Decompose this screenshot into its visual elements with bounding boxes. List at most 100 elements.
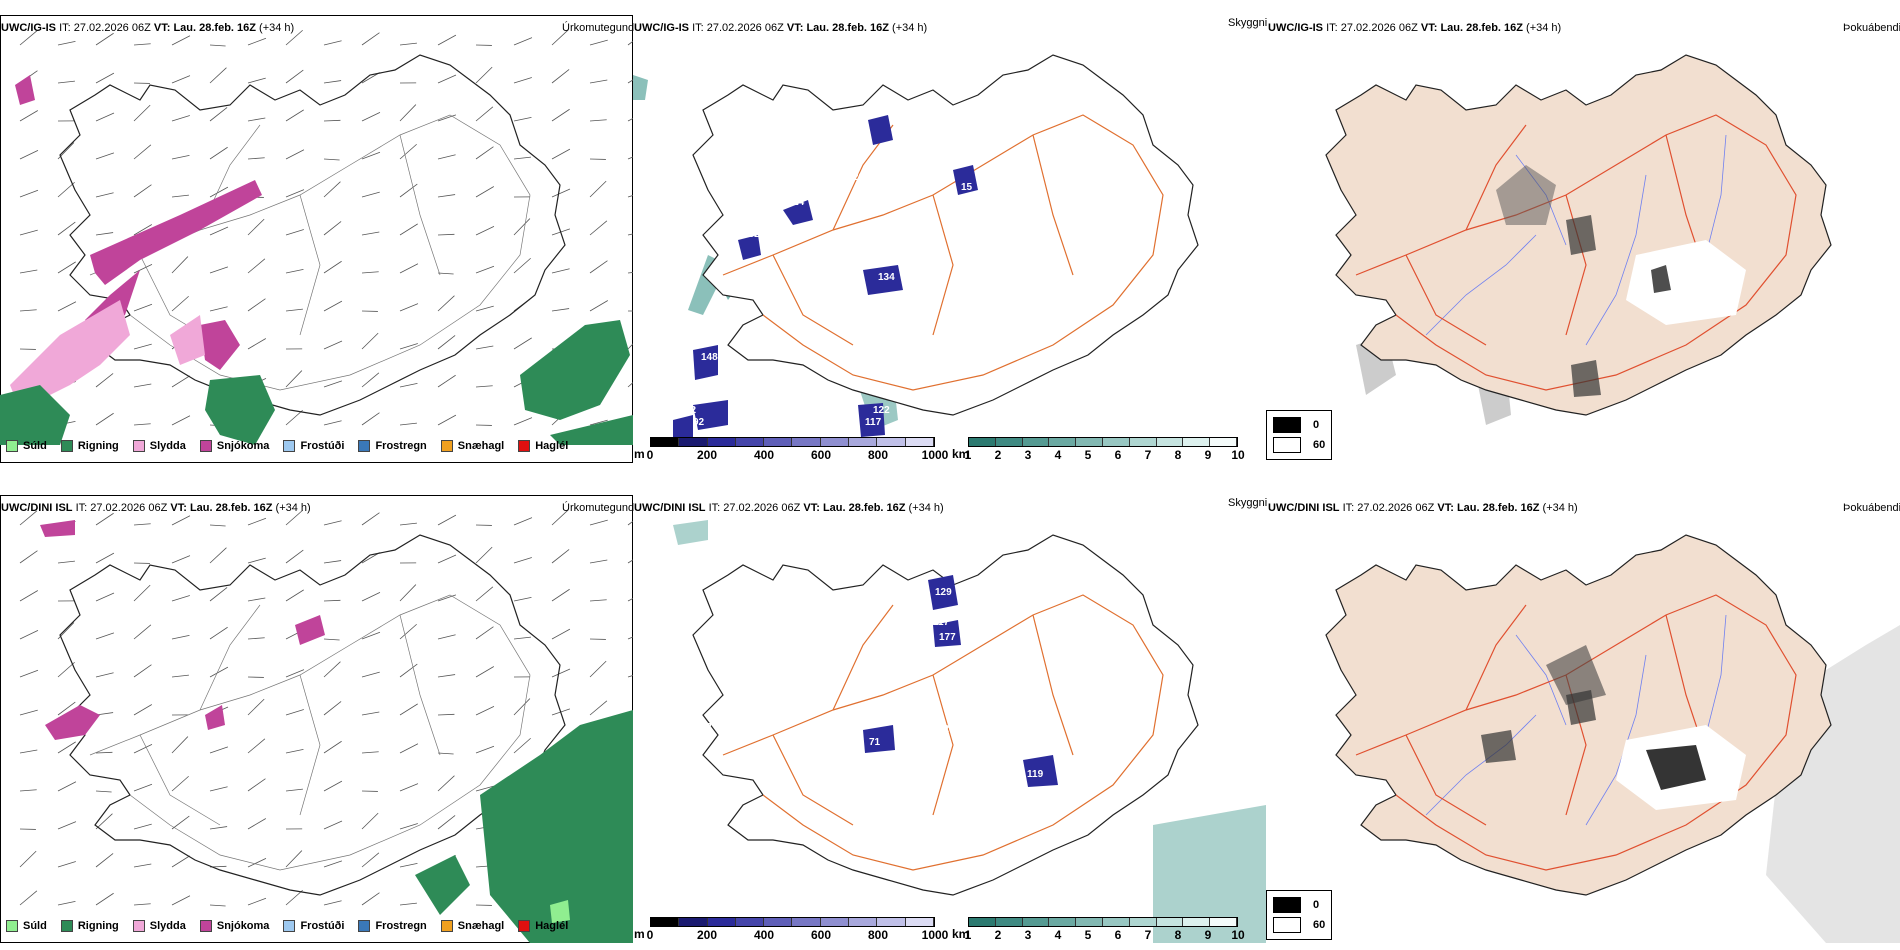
wind-barb	[513, 156, 531, 160]
fog-legend-bottom: 0 60	[1266, 890, 1333, 940]
ceiling-value-label: 20	[853, 172, 865, 183]
header-cloud-top: UWC/IG-IS IT: 27.02.2026 06Z VT: Lau. 28…	[634, 22, 927, 35]
wind-barb	[323, 740, 342, 754]
wind-barb	[285, 229, 304, 236]
wind-barb	[513, 737, 531, 754]
wind-barb	[323, 820, 343, 830]
it-value: 27.02.2026 06Z	[90, 502, 168, 514]
wind-barb	[551, 668, 571, 678]
wind-barb	[361, 852, 380, 868]
wind-barb	[57, 560, 75, 564]
wind-barb	[285, 149, 305, 160]
lead-time: (+34 h)	[259, 22, 295, 34]
colorbar-tick: 10	[1231, 448, 1245, 462]
wind-barb	[171, 674, 189, 678]
wind-barb	[475, 785, 494, 792]
it-value: 27.02.2026 06Z	[723, 502, 801, 514]
wind-barb	[247, 778, 266, 792]
wind-barb	[95, 790, 112, 793]
wind-barb	[57, 40, 76, 46]
colorbar-tick: 200	[696, 448, 718, 462]
wind-barb	[133, 343, 152, 350]
fog-title-bottom: Þokuábendi	[1843, 502, 1900, 514]
legend-label: Súld	[23, 920, 47, 932]
legend-item: Slydda	[132, 920, 186, 932]
ceiling-value-label: 232	[743, 229, 760, 240]
wind-barb	[437, 295, 455, 312]
wind-barb	[361, 191, 380, 198]
colorbar-segment	[820, 438, 850, 446]
snow-area	[295, 615, 325, 645]
wind-barb	[209, 266, 229, 274]
colorbar-strip	[650, 917, 935, 927]
precip-panel-bottom	[0, 495, 633, 943]
rain-area	[550, 415, 633, 445]
colorbar-segment	[1076, 918, 1103, 926]
colorbar-segment	[735, 918, 765, 926]
road-network	[89, 594, 531, 871]
colorbar-unit: m	[634, 447, 645, 461]
legend-swatch	[60, 440, 73, 452]
wind-barb	[323, 80, 342, 84]
wind-barb	[19, 850, 37, 868]
wind-barb	[285, 69, 304, 84]
precip-title-bottom: Úrkomutegund	[562, 502, 635, 514]
wind-barb	[589, 260, 608, 274]
colorbar-tick: 7	[1144, 448, 1152, 462]
colorbar-segment	[792, 438, 821, 446]
wind-barb	[513, 257, 531, 274]
wind-barb	[627, 79, 633, 84]
wind-barb	[247, 698, 265, 716]
fog-panel-bottom	[1266, 495, 1900, 943]
colorbar-tick: 4	[1054, 448, 1062, 462]
fog-legend-row: 60	[1273, 915, 1325, 935]
wind-barb	[437, 554, 457, 564]
rain-area	[205, 375, 275, 445]
wind-barb	[399, 623, 417, 640]
rain-area	[0, 385, 70, 445]
colorbar-segment	[764, 438, 793, 446]
wind-barb	[627, 40, 633, 46]
wind-barb	[209, 904, 226, 907]
wind-barb	[323, 300, 343, 312]
it-value: 27.02.2026 06Z	[73, 22, 151, 34]
wind-barb	[399, 422, 417, 426]
wind-barb	[209, 786, 228, 792]
legend-label: Frostregn	[375, 920, 427, 932]
wind-barb	[247, 258, 266, 274]
wind-barb	[513, 417, 533, 426]
wind-barb	[209, 547, 227, 564]
wind-barb	[323, 701, 342, 716]
it-value: 27.02.2026 06Z	[1357, 502, 1435, 514]
wind-barb	[57, 181, 75, 198]
legend-label: Slydda	[149, 920, 186, 932]
legend-swatch	[6, 920, 18, 932]
wind-barb	[589, 300, 609, 312]
legend-swatch	[440, 440, 453, 452]
lead-time: (+34 h)	[892, 22, 928, 34]
colorbar-tick: 1000	[921, 928, 949, 942]
model-name: UWC/IG-IS	[634, 22, 689, 34]
wind-barb	[399, 343, 418, 350]
wind-barb	[589, 79, 608, 84]
ceiling-value-label: 124	[938, 724, 955, 735]
colorbar-segment	[1076, 438, 1103, 446]
wind-barb	[133, 43, 151, 46]
wind-barb	[437, 775, 455, 792]
wind-barb	[627, 272, 633, 274]
ceiling-value-label: 114	[788, 197, 805, 208]
colorbar-segment	[1210, 438, 1237, 446]
vt-value: Lau. 28.feb. 16Z	[806, 22, 889, 34]
wind-barb	[475, 305, 494, 312]
colorbar-tick: 200	[696, 928, 718, 942]
legend-swatch	[6, 440, 18, 452]
wind-barb	[551, 188, 571, 198]
wind-barb	[19, 510, 38, 526]
visibility-area	[673, 520, 708, 545]
wind-barb	[209, 306, 228, 312]
wind-barb	[475, 146, 494, 160]
legend-swatch	[440, 920, 453, 932]
iceland-outline	[59, 534, 566, 896]
wind-barb	[551, 308, 570, 312]
wind-barb	[285, 709, 304, 716]
